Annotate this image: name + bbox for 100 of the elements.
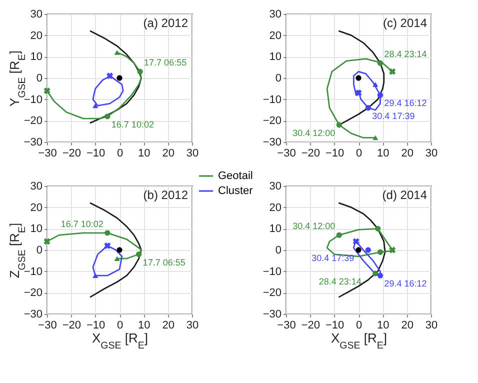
- point: [375, 226, 381, 232]
- annotation: 30.4 17:39: [372, 110, 415, 121]
- annotation: 17.7 06:55: [142, 257, 186, 268]
- point: [44, 87, 50, 94]
- point: [365, 105, 371, 111]
- chart-title: (d) 2014: [382, 188, 428, 202]
- legend-label: Geotail: [218, 170, 253, 182]
- point: [92, 103, 98, 108]
- point: [114, 256, 120, 261]
- x-tick-label: 20: [162, 320, 174, 332]
- point: [104, 242, 111, 250]
- x-tick-label: 10: [377, 148, 390, 160]
- y-tick-label: −10: [24, 266, 42, 278]
- point: [372, 82, 378, 87]
- annotation: 17.7 06:55: [144, 58, 187, 68]
- point: [136, 251, 142, 258]
- point: [377, 272, 384, 278]
- y-tick-label: 20: [30, 30, 42, 42]
- point: [372, 270, 378, 276]
- y-tick-label: 0: [36, 72, 42, 84]
- point: [104, 114, 110, 120]
- y-tick-label: −20: [262, 115, 282, 128]
- point: [389, 68, 396, 75]
- x-tick-label: 30: [425, 320, 438, 332]
- x-tick-label: −10: [325, 148, 344, 160]
- x-tick-label: 0: [356, 320, 362, 332]
- y-tick-label: −30: [24, 136, 42, 148]
- x-tick-label: −20: [62, 320, 82, 332]
- x-tick-label: −20: [301, 320, 320, 332]
- annotation: 29.4 16:12: [384, 98, 427, 108]
- x-tick-label: −10: [86, 320, 106, 332]
- point: [389, 246, 396, 254]
- x-tick-label: −10: [325, 320, 344, 332]
- legend-label: Cluster: [218, 185, 254, 197]
- chart-title: (c) 2014: [382, 16, 428, 30]
- x-tick-label: 30: [425, 148, 438, 160]
- annotation: 30.4 12:00: [292, 221, 336, 232]
- x-tick-label: 30: [186, 320, 199, 332]
- point: [106, 72, 114, 80]
- y-tick-label: −10: [262, 94, 282, 106]
- x-tick-label: 30: [186, 148, 199, 160]
- chart-title: (b) 2012: [143, 188, 188, 202]
- x-tick-label: 20: [401, 148, 414, 160]
- point: [44, 238, 50, 245]
- y-tick-label: −20: [24, 287, 42, 300]
- y-tick-label: 10: [269, 223, 282, 236]
- y-tick-label: 10: [269, 51, 282, 64]
- x-tick-label: −10: [86, 148, 106, 160]
- x-tick-label: 10: [138, 148, 150, 160]
- point: [116, 75, 122, 81]
- y-tick-label: 20: [269, 30, 282, 42]
- y-tick-label: 0: [275, 72, 282, 84]
- point: [356, 247, 362, 253]
- annotation: 28.4 23:14: [384, 49, 427, 60]
- y-tick-label: 0: [36, 244, 42, 256]
- point: [104, 230, 110, 236]
- x-tick-label: 0: [116, 320, 124, 332]
- point: [372, 135, 378, 140]
- point: [336, 232, 342, 238]
- x-axis-title: X$_{GSE}$ [R$_{E}$]: [330, 330, 388, 351]
- annotation: 30.4 12:00: [292, 128, 336, 138]
- annotation: 30.4 17:39: [312, 253, 354, 263]
- y-tick-label: 20: [30, 202, 42, 214]
- x-tick-label: 10: [377, 320, 390, 332]
- y-tick-label: 20: [269, 202, 282, 214]
- point: [137, 68, 143, 74]
- annotation: 28.4 23:14: [318, 276, 362, 286]
- point: [352, 238, 360, 245]
- x-tick-label: 0: [116, 148, 124, 160]
- y-tick-label: 30: [30, 180, 42, 192]
- y-tick-label: −10: [24, 94, 42, 106]
- x-tick-label: 20: [162, 148, 174, 160]
- y-tick-label: −20: [262, 287, 282, 300]
- y-tick-label: −20: [24, 115, 42, 128]
- point: [116, 247, 122, 253]
- x-tick-label: −20: [301, 148, 320, 160]
- y-tick-label: 10: [30, 51, 42, 64]
- y-tick-label: 0: [275, 244, 282, 256]
- y-tick-label: −30: [262, 136, 282, 148]
- x-tick-label: 20: [401, 320, 414, 332]
- y-tick-label: 30: [269, 180, 282, 192]
- point: [114, 50, 120, 55]
- point: [365, 247, 371, 253]
- x-tick-label: 10: [138, 320, 150, 332]
- x-axis-title: X$_{GSE}$ [R$_{E}$]: [92, 330, 148, 351]
- point: [336, 122, 342, 128]
- y-tick-label: 10: [30, 223, 42, 236]
- annotation: 16.7 10:02: [111, 119, 154, 130]
- annotation: 16.7 10:02: [60, 218, 104, 229]
- y-tick-label: 30: [30, 8, 42, 20]
- point: [377, 249, 384, 255]
- point: [92, 273, 98, 278]
- chart-title: (a) 2012: [143, 16, 188, 30]
- y-tick-label: 30: [269, 8, 282, 20]
- point: [355, 90, 362, 96]
- y-tick-label: −30: [24, 308, 42, 320]
- y-tick-label: −30: [262, 308, 282, 320]
- x-tick-label: −20: [62, 148, 82, 160]
- y-tick-label: −10: [262, 266, 282, 278]
- x-tick-label: 0: [356, 148, 362, 160]
